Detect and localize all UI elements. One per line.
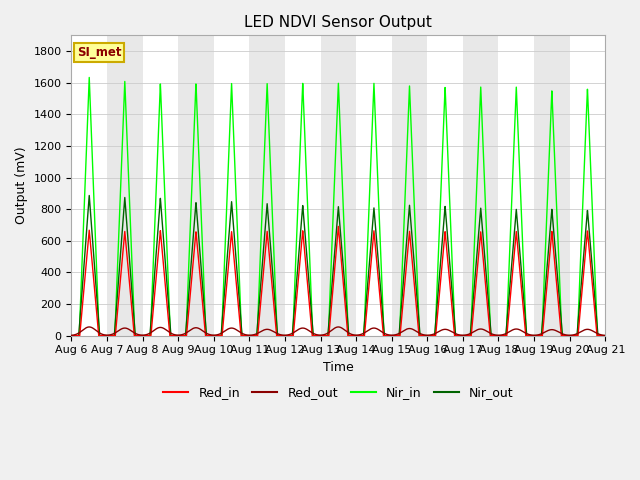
Bar — [534, 36, 570, 336]
Bar — [178, 36, 214, 336]
Bar — [392, 36, 428, 336]
X-axis label: Time: Time — [323, 361, 354, 374]
Bar — [321, 36, 356, 336]
Y-axis label: Output (mV): Output (mV) — [15, 147, 28, 224]
Bar — [250, 36, 285, 336]
Title: LED NDVI Sensor Output: LED NDVI Sensor Output — [244, 15, 432, 30]
Bar — [107, 36, 143, 336]
Legend: Red_in, Red_out, Nir_in, Nir_out: Red_in, Red_out, Nir_in, Nir_out — [158, 382, 518, 405]
Text: SI_met: SI_met — [77, 46, 121, 59]
Bar — [463, 36, 499, 336]
